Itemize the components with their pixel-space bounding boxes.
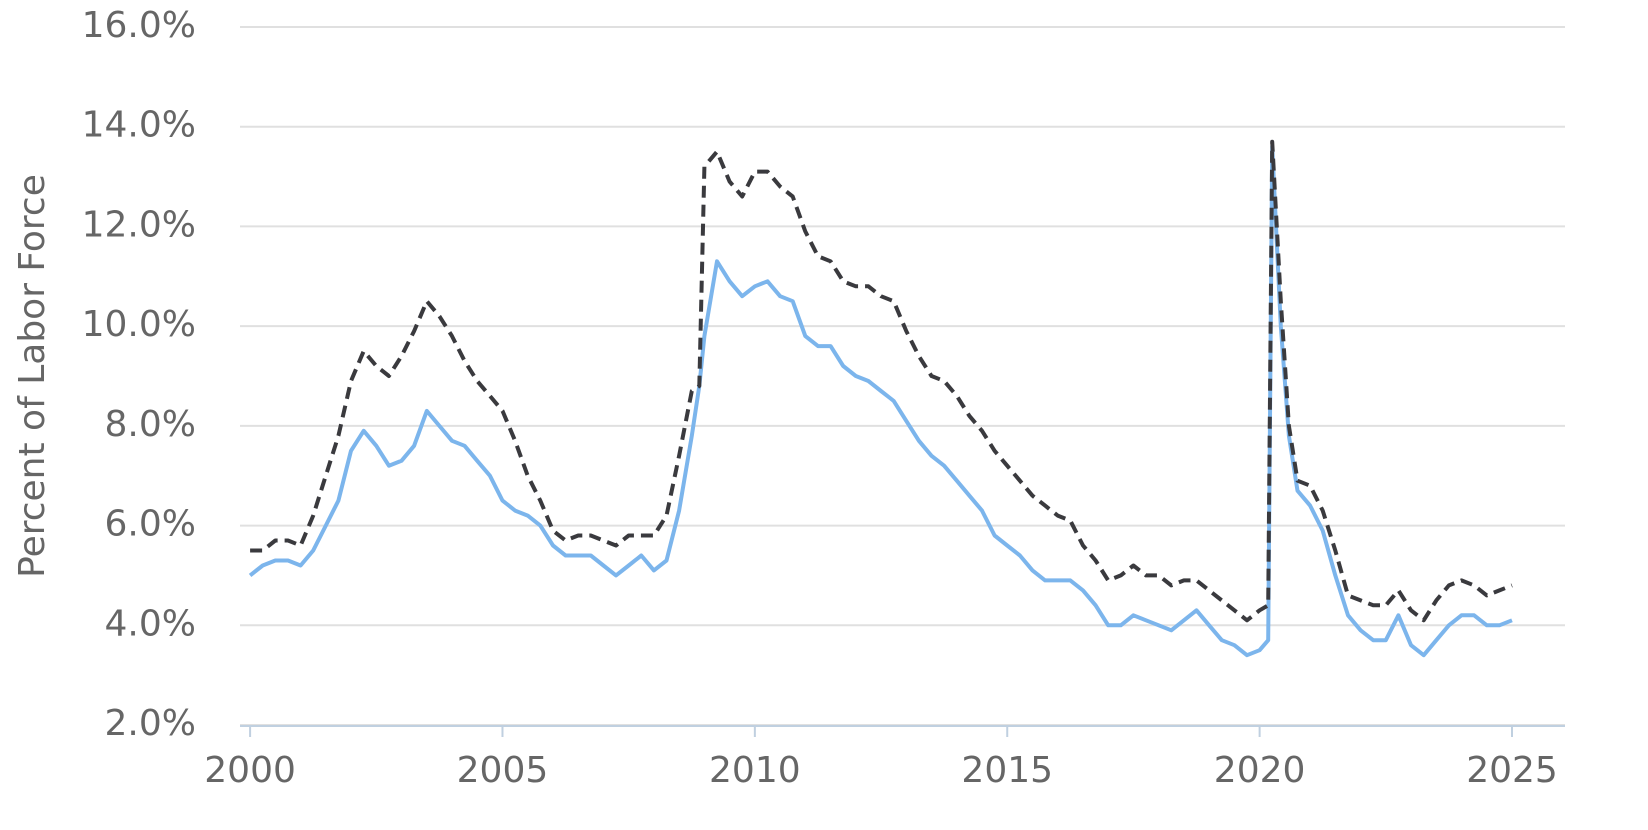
y-axis-label: Percent of Labor Force bbox=[12, 174, 53, 578]
x-tick-label: 2000 bbox=[204, 750, 296, 791]
x-tick-label: 2005 bbox=[457, 750, 549, 791]
y-tick-label: 12.0% bbox=[82, 204, 196, 245]
x-tick-label: 2015 bbox=[961, 750, 1053, 791]
series-line bbox=[250, 139, 1513, 623]
y-tick-label: 16.0% bbox=[82, 5, 196, 46]
y-tick-label: 2.0% bbox=[105, 703, 196, 744]
series-line bbox=[248, 144, 1513, 658]
x-tick-label: 2025 bbox=[1466, 750, 1558, 791]
y-tick-label: 6.0% bbox=[105, 504, 196, 545]
y-tick-label: 4.0% bbox=[105, 603, 196, 644]
y-tick-label: 8.0% bbox=[105, 404, 196, 445]
x-tick-label: 2010 bbox=[709, 750, 801, 791]
x-tick-label: 2020 bbox=[1214, 750, 1306, 791]
y-tick-label: 14.0% bbox=[82, 105, 196, 146]
y-tick-label: 10.0% bbox=[82, 304, 196, 345]
